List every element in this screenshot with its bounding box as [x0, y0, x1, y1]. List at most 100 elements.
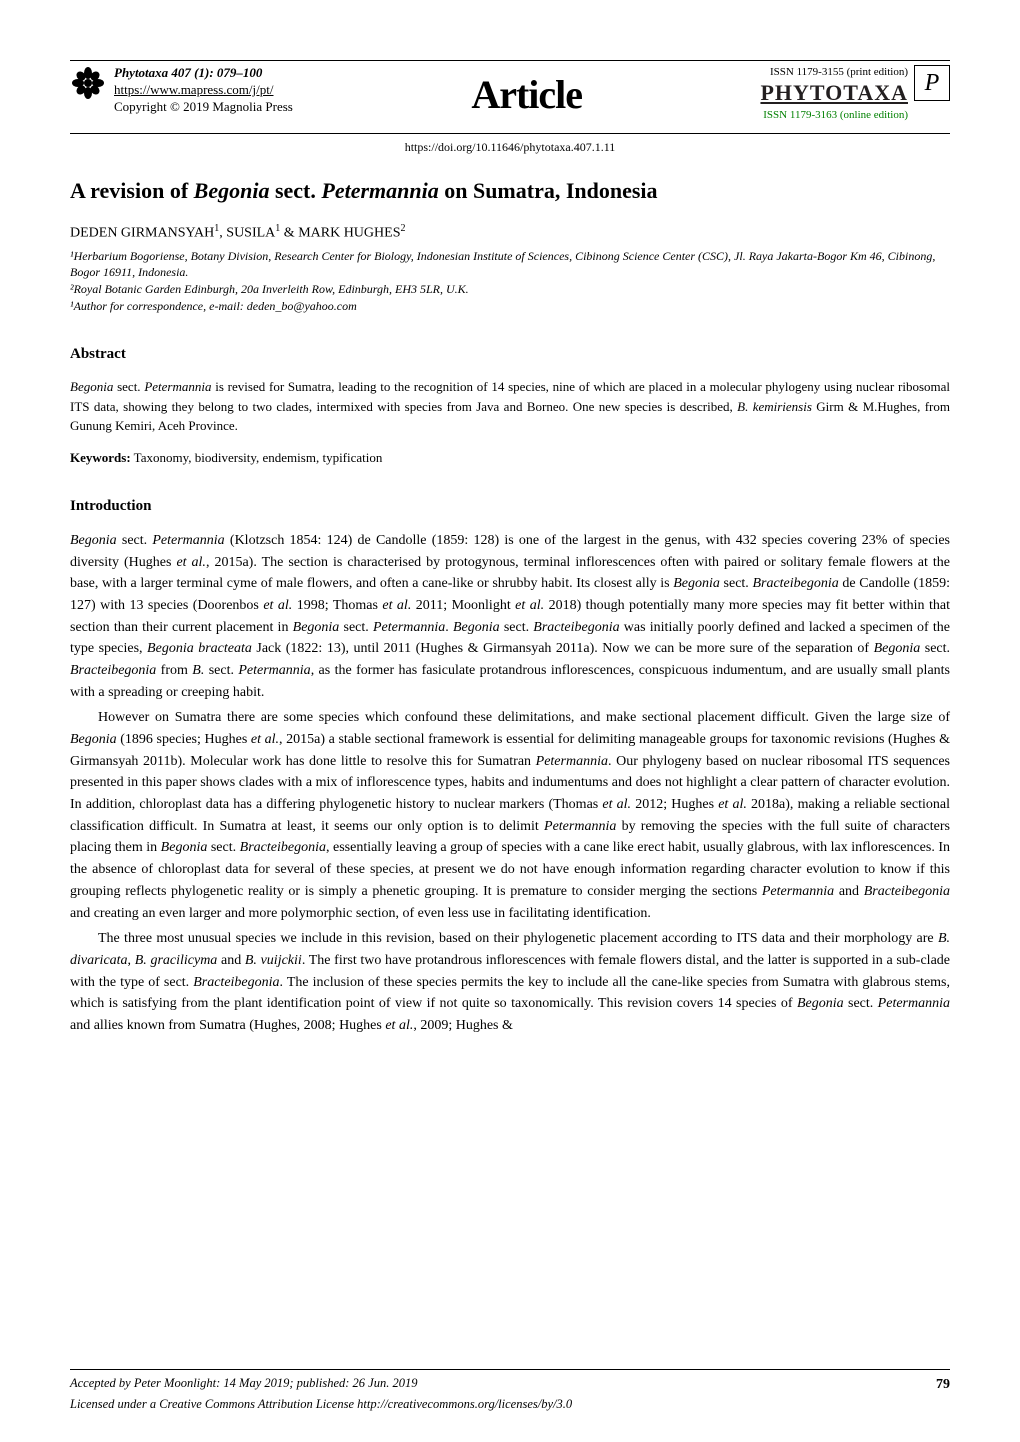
p3-t12: Petermannia: [878, 996, 950, 1011]
p1-t30: from: [156, 663, 192, 678]
p1-t12: 1998; Thomas: [292, 598, 382, 613]
p2-t3: (1896 species; Hughes: [117, 732, 251, 747]
license-text: Licensed under a Creative Commons Attrib…: [70, 1395, 950, 1414]
p1-t15: et al.: [515, 598, 544, 613]
p1-t11: et al.: [263, 598, 292, 613]
p1-t28: sect.: [920, 641, 950, 656]
p1-t19: Petermannia: [373, 620, 445, 635]
p3-t10: Begonia: [797, 996, 844, 1011]
title-suffix: on Sumatra, Indonesia: [439, 178, 658, 203]
p2-t9: 2012; Hughes: [631, 797, 718, 812]
p1-t5: et al.: [176, 555, 206, 570]
abstract-text: Begonia sect. Petermannia is revised for…: [70, 377, 950, 436]
p1-t18: sect.: [339, 620, 373, 635]
top-rule: [70, 60, 950, 61]
p3-t11: sect.: [844, 996, 878, 1011]
header: Phytotaxa 407 (1): 079–100 https://www.m…: [70, 65, 950, 125]
journal-url[interactable]: https://www.mapress.com/j/pt/: [114, 82, 293, 99]
p1-t17: Begonia: [293, 620, 340, 635]
p1-t9: Bracteibegonia: [752, 576, 838, 591]
p3-t1: The three most unusual species we includ…: [98, 931, 938, 946]
affiliation-3: ¹Author for correspondence, e-mail: dede…: [70, 298, 950, 315]
abs-p5: B. kemiriensis: [737, 399, 812, 414]
p2-t6: Petermannia: [536, 754, 608, 769]
title-mid: sect.: [269, 178, 321, 203]
introduction-heading: Introduction: [70, 495, 950, 518]
p3-t14: et al.: [385, 1018, 413, 1033]
abs-p3: Petermannia: [144, 379, 211, 394]
accepted-text: Accepted by Peter Moonlight: 14 May 2019…: [70, 1374, 417, 1395]
p2-t8: et al.: [602, 797, 631, 812]
issn-block: ISSN 1179-3155 (print edition) PHYTOTAXA…: [760, 65, 908, 122]
p3-t4: B. gracilicyma: [135, 953, 218, 968]
keywords: Keywords: Taxonomy, biodiversity, endemi…: [70, 448, 950, 468]
p1-t14: 2011; Moonlight: [411, 598, 515, 613]
abstract-heading: Abstract: [70, 343, 950, 366]
p2-t21: and creating an even larger and more pol…: [70, 906, 651, 921]
p2-t15: sect.: [207, 840, 239, 855]
article-label: Article: [471, 65, 582, 125]
p1-t8: sect.: [720, 576, 753, 591]
p1-t13: et al.: [382, 598, 411, 613]
intro-para-3: The three most unusual species we includ…: [70, 928, 950, 1036]
p3-t13: and allies known from Sumatra (Hughes, 2…: [70, 1018, 385, 1033]
p1-t7: Begonia: [673, 576, 720, 591]
p3-t8: Bracteibegonia: [193, 975, 279, 990]
p1-t29: Bracteibegonia: [70, 663, 156, 678]
title-prefix: A revision of: [70, 178, 194, 203]
p1-t33: Petermannia: [238, 663, 310, 678]
copyright: Copyright © 2019 Magnolia Press: [114, 99, 293, 116]
author-1: DEDEN GIRMANSYAH: [70, 226, 214, 241]
p1-t31: B.: [192, 663, 204, 678]
author-3-sup: 2: [400, 223, 405, 234]
intro-para-2: However on Sumatra there are some specie…: [70, 707, 950, 924]
p3-t5: and: [217, 953, 245, 968]
doi[interactable]: https://doi.org/10.11646/phytotaxa.407.1…: [70, 138, 950, 156]
article-title: A revision of Begonia sect. Petermannia …: [70, 174, 950, 207]
p1-t3: Petermannia: [152, 533, 224, 548]
p2-t4: et al.: [251, 732, 279, 747]
p2-t16: Bracteibegonia: [240, 840, 326, 855]
title-italic-2: Petermannia: [321, 178, 438, 203]
p1-t22: sect.: [500, 620, 534, 635]
affiliation-2: ²Royal Botanic Garden Edinburgh, 20a Inv…: [70, 281, 950, 298]
p1-t2: sect.: [117, 533, 153, 548]
p1-t23: Bracteibegonia: [533, 620, 619, 635]
p2-t2: Begonia: [70, 732, 117, 747]
footer-line-1: Accepted by Peter Moonlight: 14 May 2019…: [70, 1374, 950, 1395]
p3-t3: ,: [128, 953, 135, 968]
journal-citation: Phytotaxa 407 (1): 079–100: [114, 65, 293, 82]
abs-p1: Begonia: [70, 379, 113, 394]
p2-t1: However on Sumatra there are some specie…: [98, 710, 950, 725]
author-2: SUSILA: [226, 226, 275, 241]
affiliations: ¹Herbarium Bogoriense, Botany Division, …: [70, 248, 950, 315]
brand-logo-icon: P: [914, 65, 950, 101]
header-left: Phytotaxa 407 (1): 079–100 https://www.m…: [70, 65, 293, 116]
author-3: MARK HUGHES: [298, 226, 400, 241]
header-bottom-rule: [70, 133, 950, 134]
p1-t27: Begonia: [874, 641, 921, 656]
flower-icon: [70, 65, 106, 101]
authors: DEDEN GIRMANSYAH1, SUSILA1 & MARK HUGHES…: [70, 221, 950, 244]
p2-t20: Bracteibegonia: [864, 884, 950, 899]
p2-t10: et al.: [718, 797, 747, 812]
brand: PHYTOTAXA: [760, 79, 908, 108]
keywords-label: Keywords:: [70, 450, 131, 465]
title-italic-1: Begonia: [194, 178, 270, 203]
affiliation-1: ¹Herbarium Bogoriense, Botany Division, …: [70, 248, 950, 282]
abs-p2: sect.: [113, 379, 144, 394]
p2-t19: and: [834, 884, 864, 899]
p1-t25: Begonia bracteata: [147, 641, 252, 656]
intro-para-1: Begonia sect. Petermannia (Klotzsch 1854…: [70, 530, 950, 704]
p1-t21: Begonia: [453, 620, 500, 635]
page-number: 79: [936, 1374, 950, 1395]
header-right: ISSN 1179-3155 (print edition) PHYTOTAXA…: [760, 65, 950, 122]
sep-2: &: [280, 226, 298, 241]
journal-info: Phytotaxa 407 (1): 079–100 https://www.m…: [114, 65, 293, 116]
p1-t1: Begonia: [70, 533, 117, 548]
footer: Accepted by Peter Moonlight: 14 May 2019…: [70, 1369, 950, 1414]
p2-t18: Petermannia: [762, 884, 834, 899]
keywords-text: Taxonomy, biodiversity, endemism, typifi…: [131, 450, 383, 465]
p2-t12: Petermannia: [544, 819, 616, 834]
issn-online: ISSN 1179-3163 (online edition): [760, 108, 908, 122]
